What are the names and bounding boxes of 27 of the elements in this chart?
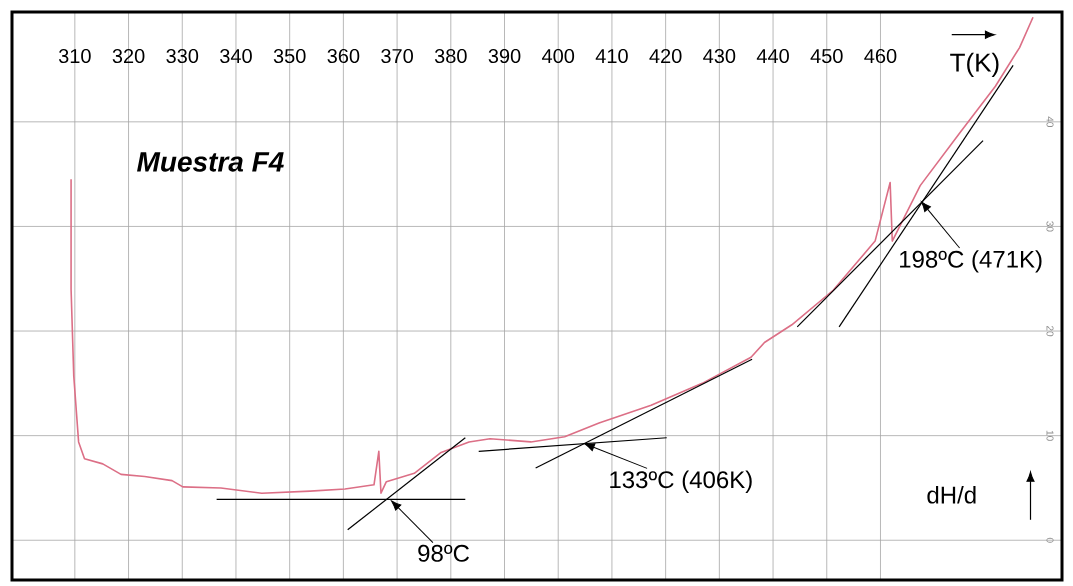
x-tick-label: 310 xyxy=(58,48,91,64)
y-axis-title: dH/d xyxy=(927,485,976,504)
annotation: 98ºC xyxy=(418,544,470,562)
x-tick-label: 450 xyxy=(810,48,843,64)
x-tick-label: 440 xyxy=(756,48,789,64)
y-tick-label: 40 xyxy=(1046,116,1054,127)
x-tick-label: 430 xyxy=(703,48,736,64)
x-tick-label: 330 xyxy=(166,48,199,64)
y-tick-label: 30 xyxy=(1046,221,1054,232)
y-tick-label: 0 xyxy=(1046,537,1054,543)
x-tick-label: 460 xyxy=(864,48,897,64)
y-tick-label: 20 xyxy=(1046,325,1054,337)
annotation: 133ºC (406K) xyxy=(610,470,752,493)
x-tick-label: 370 xyxy=(381,48,413,64)
x-axis-title: T(K) xyxy=(950,52,999,77)
x-tick-label: 320 xyxy=(112,48,145,64)
annotation: 198ºC (471K) xyxy=(900,250,1042,273)
x-tick-label: 380 xyxy=(434,48,467,64)
annotation: Muestra F4 xyxy=(137,152,284,172)
x-tick-label: 400 xyxy=(541,48,575,64)
x-tick-label: 420 xyxy=(649,48,682,64)
x-tick-label: 390 xyxy=(488,48,521,64)
x-tick-label: 340 xyxy=(220,48,252,64)
x-tick-label: 360 xyxy=(327,48,360,64)
x-tick-label: 350 xyxy=(273,48,306,64)
x-tick-label: 410 xyxy=(595,48,628,64)
y-tick-label: 10 xyxy=(1046,430,1054,441)
